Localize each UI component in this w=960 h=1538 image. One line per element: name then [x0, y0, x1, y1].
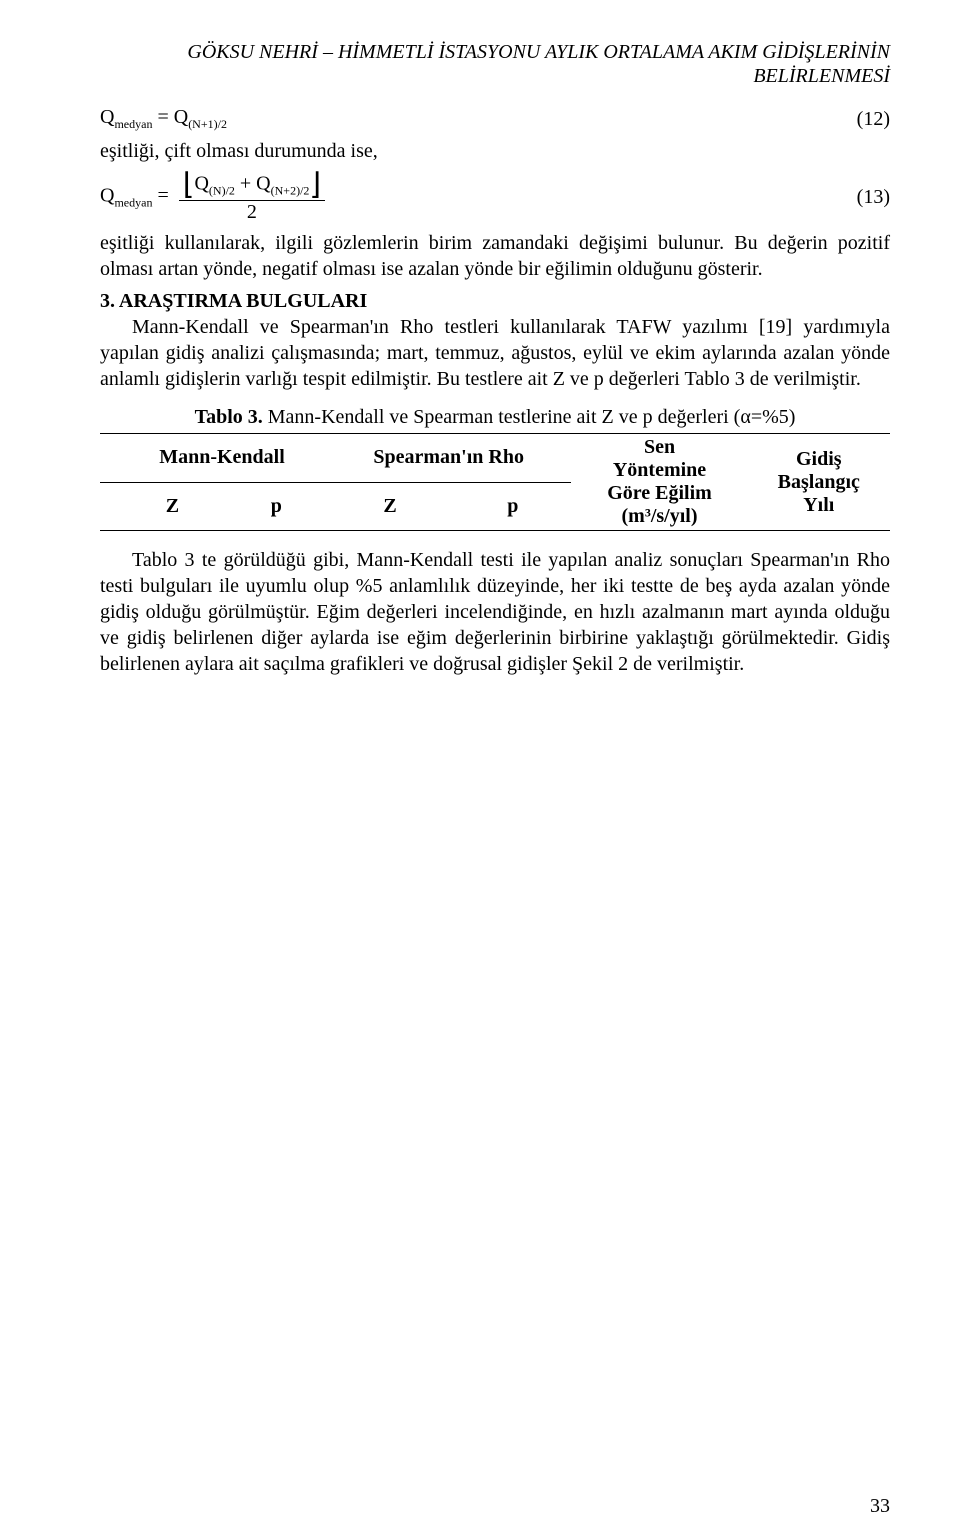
header-line-2: BELİRLENMESİ: [753, 65, 890, 87]
paragraph-after-eq12: eşitliği, çift olması durumunda ise,: [100, 138, 890, 164]
page-number: 33: [870, 1495, 890, 1518]
section-3-title: 3. ARAŞTIRMA BULGULARI: [100, 290, 367, 312]
table-3-caption: Tablo 3. Mann-Kendall ve Spearman testle…: [100, 406, 890, 429]
paragraph-after-eq13: eşitliği kullanılarak, ilgili gözlemleri…: [100, 230, 890, 282]
page-header: GÖKSU NEHRİ – HİMMETLİ İSTASYONU AYLIK O…: [100, 40, 890, 88]
table-3: Mann-Kendall Spearman'ın Rho Sen Yöntemi…: [100, 433, 890, 531]
th-gidis: Gidiş Başlangıç Yılı: [748, 434, 890, 531]
th-mk-p: p: [227, 482, 326, 531]
equation-12-number: (12): [857, 108, 890, 131]
equation-13: Qmedyan = ⌊Q(N)/2 + Q(N+2)/2⌋ 2: [100, 170, 325, 224]
equation-13-number: (13): [857, 186, 890, 209]
equation-12: Qmedyan = Q(N+1)/2: [100, 106, 227, 132]
equation-13-fraction: ⌊Q(N)/2 + Q(N+2)/2⌋ 2: [179, 170, 325, 224]
section-3-body: Mann-Kendall ve Spearman'ın Rho testleri…: [100, 316, 890, 390]
th-sr-z: Z: [326, 482, 454, 531]
th-sr-p: p: [454, 482, 571, 531]
equation-12-row: Qmedyan = Q(N+1)/2 (12): [100, 106, 890, 132]
header-line-1: GÖKSU NEHRİ – HİMMETLİ İSTASYONU AYLIK O…: [187, 41, 890, 63]
th-mk-z: Z: [118, 482, 227, 531]
th-sen: Sen Yöntemine Göre Eğilim (m³/s/yıl): [571, 434, 747, 531]
paragraph-after-table: Tablo 3 te görüldüğü gibi, Mann-Kendall …: [100, 547, 890, 677]
equation-13-row: Qmedyan = ⌊Q(N)/2 + Q(N+2)/2⌋ 2 (13): [100, 170, 890, 224]
section-3: 3. ARAŞTIRMA BULGULARI Mann-Kendall ve S…: [100, 288, 890, 392]
th-spearman: Spearman'ın Rho: [326, 434, 572, 483]
th-mann-kendall: Mann-Kendall: [118, 434, 326, 483]
